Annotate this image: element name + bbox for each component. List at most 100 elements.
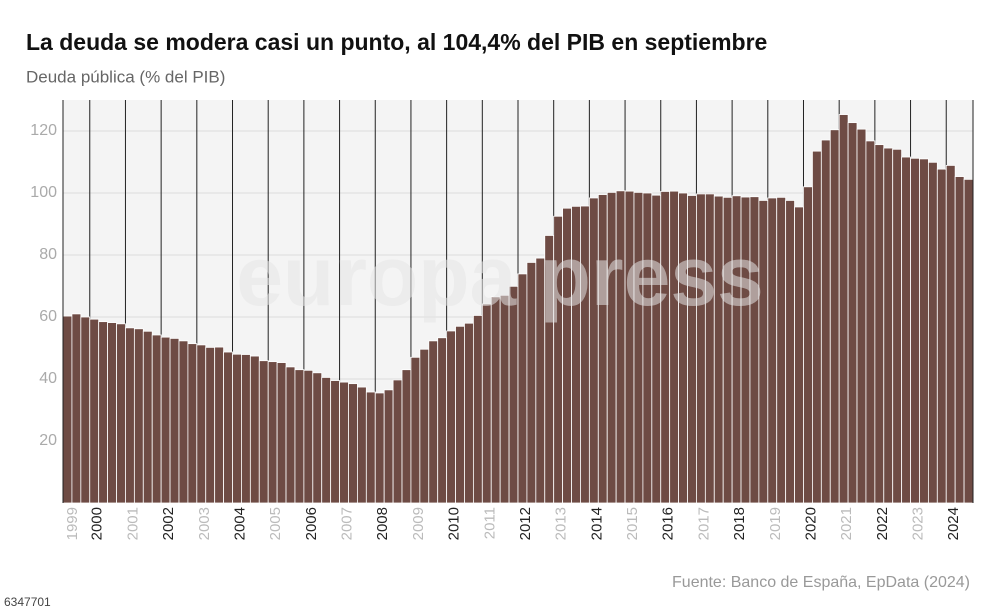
chart-subtitle: Deuda pública (% del PIB) [26,67,225,86]
bar [901,156,911,504]
bar [116,323,126,504]
y-tick-label: 100 [30,184,57,201]
bar [812,150,822,504]
x-tick-label: 2001 [124,507,141,540]
bar [267,361,278,504]
bar [89,318,100,504]
bar [785,200,795,504]
bar [874,144,885,504]
bar [160,336,171,504]
x-tick-label: 2021 [838,507,855,540]
x-tick-label: 2010 [446,507,463,540]
bar [142,330,153,504]
x-tick-label: 2013 [553,507,570,540]
bar [963,178,974,504]
bar [472,315,483,504]
bar [151,334,162,504]
bar [312,372,323,504]
x-tick-label: 2000 [89,507,106,540]
x-tick-label: 2015 [624,507,641,540]
x-tick-label: 2012 [517,507,534,540]
bar [321,377,332,504]
bar [285,366,296,504]
bar [383,389,394,504]
bar [348,383,358,504]
x-tick-label: 2011 [481,507,498,539]
x-tick-label: 2023 [910,507,927,540]
bar [936,168,947,504]
bar [339,381,349,504]
bar [838,114,849,504]
bar [910,157,920,504]
bar [776,196,787,504]
source: Fuente: Banco de España, EpData (2024) [672,574,970,591]
bar [98,321,109,504]
bar [437,337,448,504]
x-tick-label: 2009 [410,507,427,540]
y-tick-label: 120 [30,122,57,139]
x-tick-label: 2008 [374,507,391,540]
bar [829,129,840,504]
bar [223,351,233,504]
bar [410,356,421,504]
bar [767,197,778,504]
bar [187,343,198,504]
x-tick-label: 2003 [196,507,213,540]
bar [419,348,430,504]
y-tick-label: 80 [39,246,57,263]
bar [490,296,501,504]
bar [330,380,340,504]
bar [820,139,831,504]
bar [499,294,510,504]
bar [258,360,269,504]
bar [196,344,207,504]
y-tick-label: 60 [39,308,57,325]
x-tick-label: 2020 [802,507,819,540]
x-tick-label: 2014 [588,507,605,540]
bar [365,391,376,504]
x-tick-label: 2016 [660,507,677,540]
x-tick-label: 2006 [303,507,320,540]
bar [883,147,894,504]
bar [374,392,385,504]
bar [945,165,956,504]
bar [428,340,439,504]
image-id: 6347701 [4,595,51,609]
bar [803,186,813,504]
bar [133,328,144,504]
x-tick-label: 2007 [339,507,356,540]
bar [80,316,91,504]
bar [241,354,251,504]
x-tick-label: 2022 [874,507,891,540]
bar [892,148,903,504]
bar [232,353,242,504]
bar [455,325,465,504]
bar [392,379,403,504]
y-tick-label: 20 [39,432,57,449]
bar [125,327,135,504]
x-tick-label: 2005 [267,507,284,540]
chart-title: La deuda se modera casi un punto, al 104… [26,29,767,55]
bar [178,340,189,504]
bar [401,369,412,504]
bar [446,330,456,504]
bar [303,369,314,504]
x-tick-label: 2019 [767,507,784,540]
bar [927,161,938,504]
y-tick-label: 40 [39,370,57,387]
bar [865,140,876,504]
bar [107,322,117,504]
bar [249,355,260,504]
x-tick-label: 2002 [160,507,177,540]
x-tick-label: 1999 [64,507,81,540]
bar [71,313,82,504]
bar [481,303,492,504]
bar [357,386,367,504]
bar [954,176,965,504]
x-tick-label: 2017 [695,507,712,540]
bar [169,337,180,504]
x-tick-label: 2004 [231,507,248,540]
bar [62,315,73,504]
